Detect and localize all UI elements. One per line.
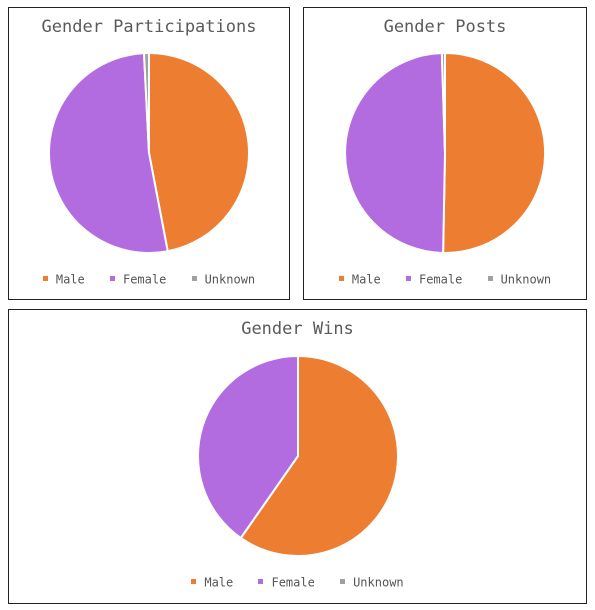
legend-label: Unknown: [353, 575, 404, 590]
pie-slice-male[interactable]: [239, 355, 399, 557]
legend-swatch-female: [109, 276, 115, 281]
pie-slice-unknown[interactable]: [142, 52, 150, 154]
legend-label: Female: [271, 575, 315, 590]
legend-label: Male: [351, 272, 381, 287]
legend-label: Male: [204, 575, 234, 590]
legend-swatch-unknown: [487, 276, 493, 281]
pie-chart: [197, 355, 399, 557]
legend-item-female[interactable]: Female: [405, 272, 463, 287]
pie-slice-male[interactable]: [148, 52, 251, 253]
pie-slice-female[interactable]: [48, 52, 169, 254]
legend-item-female[interactable]: Female: [109, 272, 167, 287]
legend-item-female[interactable]: Female: [258, 575, 315, 590]
legend-item-unknown[interactable]: Unknown: [191, 272, 256, 287]
chart-legend: Male Female Unknown: [304, 272, 586, 287]
legend-item-unknown[interactable]: Unknown: [340, 575, 404, 590]
legend-label: Female: [418, 272, 463, 287]
chart-legend: Male Female Unknown: [9, 272, 289, 287]
pie-slice-female[interactable]: [197, 355, 299, 539]
legend-label: Unknown: [204, 272, 256, 287]
pie-slice-male[interactable]: [442, 52, 547, 254]
pie-slice-unknown[interactable]: [440, 52, 446, 154]
chart-title: Gender Participations: [41, 17, 257, 37]
legend-swatch-female: [405, 276, 411, 281]
chart-legend: Male Female Unknown: [9, 575, 586, 590]
legend-label: Female: [122, 272, 167, 287]
legend-label: Male: [55, 272, 85, 287]
legend-swatch-unknown: [191, 276, 197, 281]
chart-title: Gender Posts: [383, 17, 507, 37]
pie-chart: [48, 52, 251, 254]
pie-chart: [344, 52, 547, 254]
legend-item-male[interactable]: Male: [42, 272, 85, 287]
legend-swatch-male: [191, 579, 197, 584]
legend-label: Unknown: [500, 272, 552, 287]
legend-swatch-male: [42, 276, 48, 281]
legend-item-male[interactable]: Male: [338, 272, 381, 287]
legend-swatch-female: [258, 579, 264, 584]
chart-panel-posts: Gender Posts Male Female Unknown: [303, 7, 587, 300]
chart-panel-wins: Gender Wins Male Female Unknown: [8, 309, 587, 604]
chart-title: Gender Wins: [241, 319, 354, 339]
legend-item-unknown[interactable]: Unknown: [487, 272, 552, 287]
pie-slice-female[interactable]: [344, 52, 446, 254]
legend-swatch-unknown: [340, 579, 346, 584]
legend-swatch-male: [338, 276, 344, 281]
chart-panel-participations: Gender Participations Male Female Unknow…: [8, 7, 290, 300]
legend-item-male[interactable]: Male: [191, 575, 233, 590]
